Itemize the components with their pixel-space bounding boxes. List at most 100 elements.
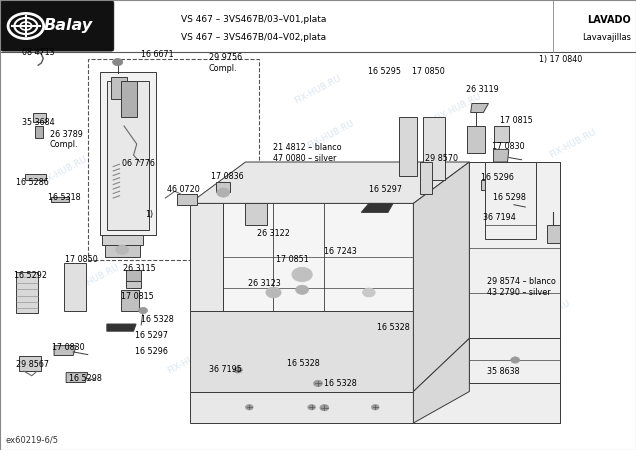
Polygon shape: [497, 199, 515, 209]
Text: 16 5328: 16 5328: [324, 379, 357, 388]
Polygon shape: [494, 126, 509, 142]
Text: FIX-HUB.RU: FIX-HUB.RU: [389, 263, 438, 295]
Text: VS 467 – 3VS467B/03–V01,plata: VS 467 – 3VS467B/03–V01,plata: [181, 15, 327, 24]
Text: FIX-HUB.RU: FIX-HUB.RU: [134, 65, 184, 97]
Text: 26 3789
Compl.: 26 3789 Compl.: [50, 130, 83, 149]
Text: 26 3122: 26 3122: [257, 230, 290, 238]
Polygon shape: [19, 356, 41, 371]
Text: 16 5296: 16 5296: [481, 173, 514, 182]
Text: 1): 1): [145, 210, 153, 219]
Circle shape: [266, 287, 281, 298]
Text: FIX-HUB.RU: FIX-HUB.RU: [293, 74, 343, 106]
Polygon shape: [100, 72, 156, 235]
Circle shape: [116, 245, 128, 254]
Circle shape: [371, 405, 379, 410]
Text: 16 5328: 16 5328: [141, 315, 174, 324]
Text: 26 3115: 26 3115: [123, 264, 156, 273]
Polygon shape: [223, 203, 413, 310]
Text: 17 0836: 17 0836: [211, 172, 244, 181]
Text: 16 5297: 16 5297: [369, 185, 402, 194]
Circle shape: [217, 188, 230, 197]
Circle shape: [314, 380, 322, 387]
Text: 29 9756
Compl.: 29 9756 Compl.: [209, 53, 242, 73]
Polygon shape: [121, 290, 139, 310]
Text: 29 8567: 29 8567: [16, 360, 49, 369]
Polygon shape: [33, 112, 46, 122]
Circle shape: [113, 58, 123, 66]
Text: 21 4812 – blanco
47 0080 – silver: 21 4812 – blanco 47 0080 – silver: [273, 143, 342, 163]
Text: FIX-HUB.RU: FIX-HUB.RU: [522, 299, 572, 331]
Text: FIX-HUB.RU: FIX-HUB.RU: [452, 344, 502, 376]
Circle shape: [139, 307, 148, 314]
Text: 17 0830: 17 0830: [52, 343, 85, 352]
Text: 06 7776: 06 7776: [122, 159, 155, 168]
Polygon shape: [66, 373, 88, 382]
Polygon shape: [190, 392, 413, 423]
Polygon shape: [126, 281, 141, 288]
FancyBboxPatch shape: [1, 1, 114, 51]
Text: FIX-HUB.RU: FIX-HUB.RU: [370, 186, 419, 219]
Text: 17 0815: 17 0815: [121, 292, 153, 301]
Polygon shape: [469, 162, 560, 392]
Polygon shape: [16, 272, 38, 313]
Polygon shape: [413, 162, 469, 392]
Text: 17 0815: 17 0815: [500, 116, 532, 125]
Text: VS 467 – 3VS467B/04–V02,plata: VS 467 – 3VS467B/04–V02,plata: [181, 33, 326, 42]
Text: 16 5292: 16 5292: [14, 271, 47, 280]
Text: 08 4713: 08 4713: [22, 48, 54, 57]
Text: 16 5297: 16 5297: [135, 331, 168, 340]
Polygon shape: [420, 162, 432, 194]
Text: 36 7195: 36 7195: [209, 365, 242, 374]
Text: 17 0850: 17 0850: [412, 68, 445, 76]
Polygon shape: [547, 225, 560, 243]
Circle shape: [296, 285, 308, 294]
Text: 16 5318: 16 5318: [48, 193, 80, 202]
Text: FIX-HUB.RU: FIX-HUB.RU: [306, 119, 356, 151]
Circle shape: [292, 267, 312, 282]
Text: LAVADO: LAVADO: [587, 15, 631, 25]
Text: FIX-HUB.RU: FIX-HUB.RU: [509, 209, 559, 241]
Polygon shape: [469, 162, 560, 338]
Polygon shape: [190, 310, 413, 392]
Polygon shape: [413, 383, 560, 423]
Text: FIX-HUB.RU: FIX-HUB.RU: [39, 155, 88, 187]
Polygon shape: [485, 162, 536, 239]
Text: 35 3684: 35 3684: [22, 118, 54, 127]
Text: 36 7194: 36 7194: [483, 213, 516, 222]
Polygon shape: [469, 338, 560, 383]
Bar: [88, 58, 259, 260]
Circle shape: [233, 367, 242, 373]
Text: 16 5298: 16 5298: [69, 374, 102, 383]
Text: 16 5328: 16 5328: [377, 323, 409, 332]
Polygon shape: [413, 338, 469, 423]
Text: 1) 17 0840: 1) 17 0840: [539, 55, 583, 64]
Polygon shape: [25, 174, 46, 180]
Polygon shape: [107, 324, 136, 331]
Polygon shape: [413, 392, 560, 423]
Polygon shape: [216, 182, 230, 192]
Polygon shape: [361, 203, 393, 212]
Polygon shape: [107, 81, 149, 230]
Text: 29 8570: 29 8570: [425, 154, 458, 163]
Text: 29 8574 – blanco
43 2790 – silver: 29 8574 – blanco 43 2790 – silver: [487, 277, 556, 297]
Polygon shape: [190, 162, 469, 203]
Text: 16 7243: 16 7243: [324, 248, 357, 256]
Text: FIX-HUB.RU: FIX-HUB.RU: [71, 263, 120, 295]
Polygon shape: [111, 76, 127, 99]
Text: FIX-HUB.RU: FIX-HUB.RU: [166, 344, 216, 376]
Circle shape: [245, 405, 253, 410]
Polygon shape: [423, 117, 445, 180]
Polygon shape: [121, 81, 137, 117]
Polygon shape: [481, 180, 493, 190]
Circle shape: [320, 405, 329, 411]
Text: 16 6671: 16 6671: [141, 50, 174, 59]
Text: 16 5298: 16 5298: [493, 193, 526, 202]
Polygon shape: [51, 197, 69, 202]
Circle shape: [363, 288, 375, 297]
Text: 26 3119: 26 3119: [466, 86, 498, 94]
Text: 16 5286: 16 5286: [16, 178, 48, 187]
Text: 46 0720: 46 0720: [167, 185, 199, 194]
Text: 16 5296: 16 5296: [135, 346, 168, 356]
Polygon shape: [35, 126, 43, 138]
Text: 17 0830: 17 0830: [492, 142, 525, 151]
